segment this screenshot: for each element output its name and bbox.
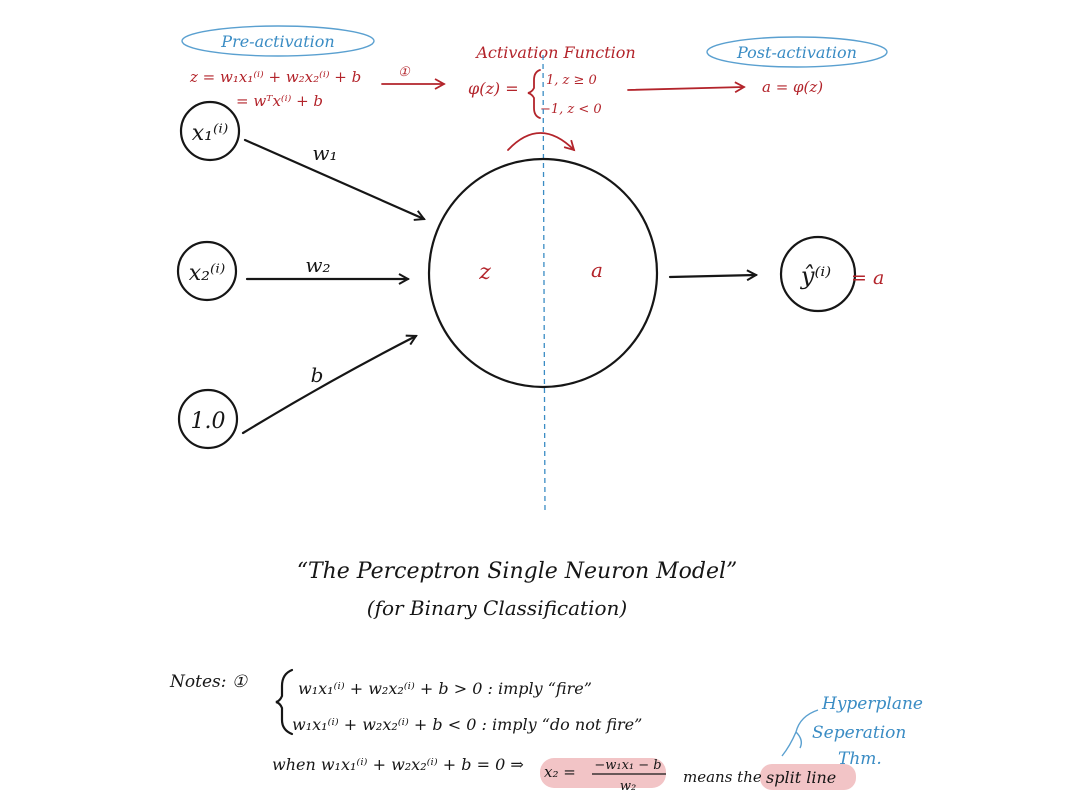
input-node-bias (177, 388, 239, 450)
activation-function-label: Activation Function (474, 43, 635, 62)
hyperplane-brace (781, 709, 819, 757)
output-node-label: ŷ⁽ⁱ⁾ (800, 262, 831, 290)
weight-label-bias: b (311, 363, 324, 387)
activation-function-lhs: φ(z) = (468, 79, 519, 98)
split-line-highlight (760, 764, 856, 790)
output-arrow (668, 275, 756, 277)
post-activation-formula: a = φ(z) (762, 78, 823, 96)
input-node-x2-label: x₂⁽ⁱ⁾ (189, 261, 225, 286)
post-activation-label: Post-activation (736, 43, 857, 62)
weight-arrow-w1 (243, 138, 424, 219)
pre-activation-formula-line1: z = w₁x₁⁽ⁱ⁾ + w₂x₂⁽ⁱ⁾ + b (189, 68, 361, 86)
post-activation-bubble (706, 36, 888, 68)
notes-line3-means: means the (683, 768, 762, 786)
notes-prefix: Notes: ① (169, 672, 248, 692)
notes-line3-x2: x₂ = (544, 763, 576, 781)
weight-arrow-bias (241, 336, 416, 435)
output-equals-a: = a (851, 267, 884, 289)
note-marker-1: ① (398, 65, 411, 80)
notes-brace (275, 668, 294, 736)
activation-to-post-arrow (627, 81, 746, 94)
input-node-x1 (179, 100, 241, 162)
input-node-x1-label: x₁⁽ⁱ⁾ (192, 121, 228, 146)
neuron-z-label: z (478, 260, 491, 285)
hyperplane-label-1: Hyperplane (821, 694, 923, 714)
activation-case-1: 1, z ≥ 0 (546, 73, 597, 88)
notes-line2: w₁x₁⁽ⁱ⁾ + w₂x₂⁽ⁱ⁾ + b < 0 : imply “do no… (292, 715, 642, 734)
weight-label-w1: w₁ (312, 141, 337, 165)
activation-case-2: −1, z < 0 (540, 102, 602, 117)
pre-activation-formula-line2: = wᵀx⁽ⁱ⁾ + b (236, 92, 323, 110)
notes-line3-numerator: −w₁x₁ − b (594, 758, 661, 773)
caption-subtitle: (for Binary Classification) (367, 596, 627, 620)
weight-label-w2: w₂ (305, 253, 330, 277)
caption-title: “The Perceptron Single Neuron Model” (297, 559, 738, 584)
hyperplane-label-3: Thm. (838, 749, 882, 769)
neuron-body (427, 157, 659, 389)
pre-activation-bubble (181, 25, 375, 57)
notes-line3-prefix: when w₁x₁⁽ⁱ⁾ + w₂x₂⁽ⁱ⁾ + b = 0 ⇒ (272, 755, 524, 774)
input-node-bias-label: 1.0 (191, 409, 226, 434)
split-dashed-line (542, 54, 546, 513)
hyperplane-label-2: Seperation (812, 723, 906, 743)
neuron-a-label: a (591, 258, 603, 282)
pre-activation-label: Pre-activation (220, 32, 334, 51)
x2-highlight (540, 758, 666, 788)
notes-line3-denominator: w₂ (620, 779, 636, 794)
activation-curved-arrow (507, 132, 576, 152)
activation-brace (527, 69, 541, 119)
input-node-x2 (176, 240, 238, 302)
output-node (779, 235, 857, 313)
notes-line1: w₁x₁⁽ⁱ⁾ + w₂x₂⁽ⁱ⁾ + b > 0 : imply “fire” (298, 679, 592, 698)
notes-line3-split: split line (766, 768, 836, 787)
